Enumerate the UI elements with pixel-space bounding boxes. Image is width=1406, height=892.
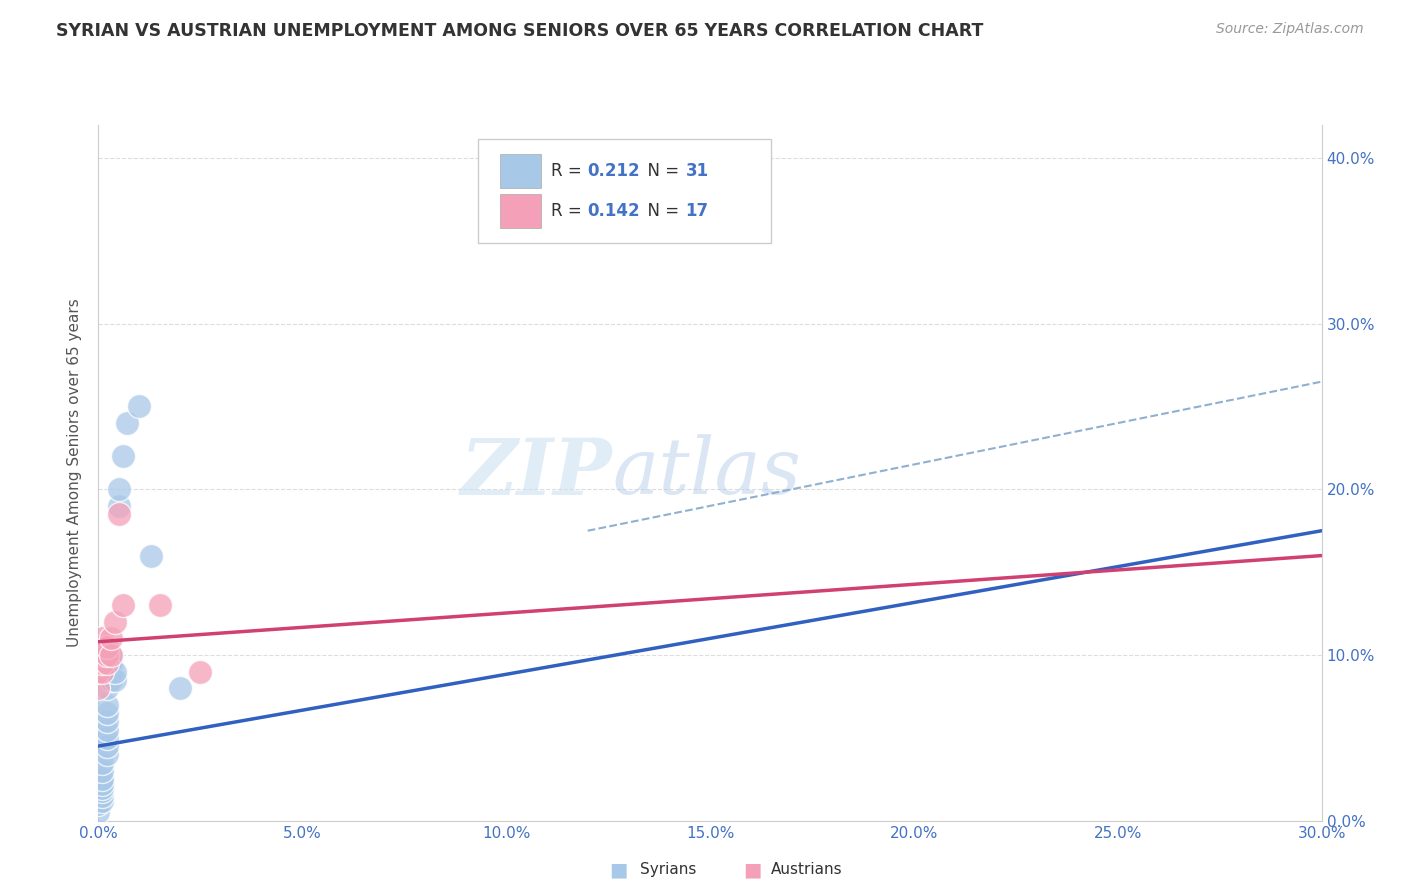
Point	[128, 400, 150, 414]
Point	[96, 706, 118, 720]
Point	[100, 648, 122, 662]
Point	[100, 673, 122, 687]
Point	[91, 764, 114, 778]
Y-axis label: Unemployment Among Seniors over 65 years: Unemployment Among Seniors over 65 years	[67, 299, 83, 647]
Point	[91, 777, 114, 791]
Text: Syrians: Syrians	[640, 863, 696, 877]
Point	[149, 599, 172, 613]
Text: atlas: atlas	[612, 434, 801, 511]
Text: 17: 17	[686, 202, 709, 219]
FancyBboxPatch shape	[499, 154, 541, 188]
Point	[91, 794, 114, 808]
Point	[96, 698, 118, 712]
Point	[96, 747, 118, 762]
Point	[91, 780, 114, 795]
Text: 0.142: 0.142	[588, 202, 640, 219]
Point	[169, 681, 191, 695]
Text: R =: R =	[551, 162, 588, 180]
Point	[91, 657, 114, 671]
Text: N =: N =	[637, 202, 683, 219]
FancyBboxPatch shape	[499, 194, 541, 228]
Text: Austrians: Austrians	[770, 863, 842, 877]
Point	[104, 665, 127, 679]
Point	[87, 665, 110, 679]
Point	[96, 648, 118, 662]
Text: ZIP: ZIP	[461, 434, 612, 511]
Point	[91, 772, 114, 787]
Point	[100, 657, 122, 671]
Point	[100, 648, 122, 662]
FancyBboxPatch shape	[478, 139, 772, 244]
Point	[96, 657, 118, 671]
Text: Source: ZipAtlas.com: Source: ZipAtlas.com	[1216, 22, 1364, 37]
Point	[91, 756, 114, 770]
Text: ■: ■	[609, 860, 628, 880]
Point	[91, 640, 114, 654]
Point	[96, 731, 118, 745]
Point	[87, 805, 110, 820]
Point	[91, 632, 114, 646]
Point	[111, 599, 134, 613]
Point	[87, 797, 110, 811]
Point	[91, 789, 114, 803]
Point	[96, 681, 118, 695]
Point	[96, 640, 118, 654]
Point	[108, 507, 131, 521]
Point	[188, 665, 212, 679]
Point	[91, 665, 114, 679]
Text: 31: 31	[686, 162, 709, 180]
Point	[87, 681, 110, 695]
Point	[91, 648, 114, 662]
Text: SYRIAN VS AUSTRIAN UNEMPLOYMENT AMONG SENIORS OVER 65 YEARS CORRELATION CHART: SYRIAN VS AUSTRIAN UNEMPLOYMENT AMONG SE…	[56, 22, 984, 40]
Text: R =: R =	[551, 202, 588, 219]
Point	[111, 449, 134, 463]
Point	[96, 739, 118, 753]
Point	[108, 483, 131, 497]
Point	[96, 714, 118, 729]
Point	[108, 499, 131, 513]
Point	[96, 723, 118, 737]
Point	[91, 784, 114, 798]
Point	[104, 673, 127, 687]
Point	[100, 665, 122, 679]
Point	[115, 416, 138, 430]
Text: N =: N =	[637, 162, 683, 180]
Point	[141, 549, 163, 563]
Point	[104, 615, 127, 629]
Text: ■: ■	[742, 860, 762, 880]
Point	[100, 632, 122, 646]
Text: 0.212: 0.212	[588, 162, 640, 180]
